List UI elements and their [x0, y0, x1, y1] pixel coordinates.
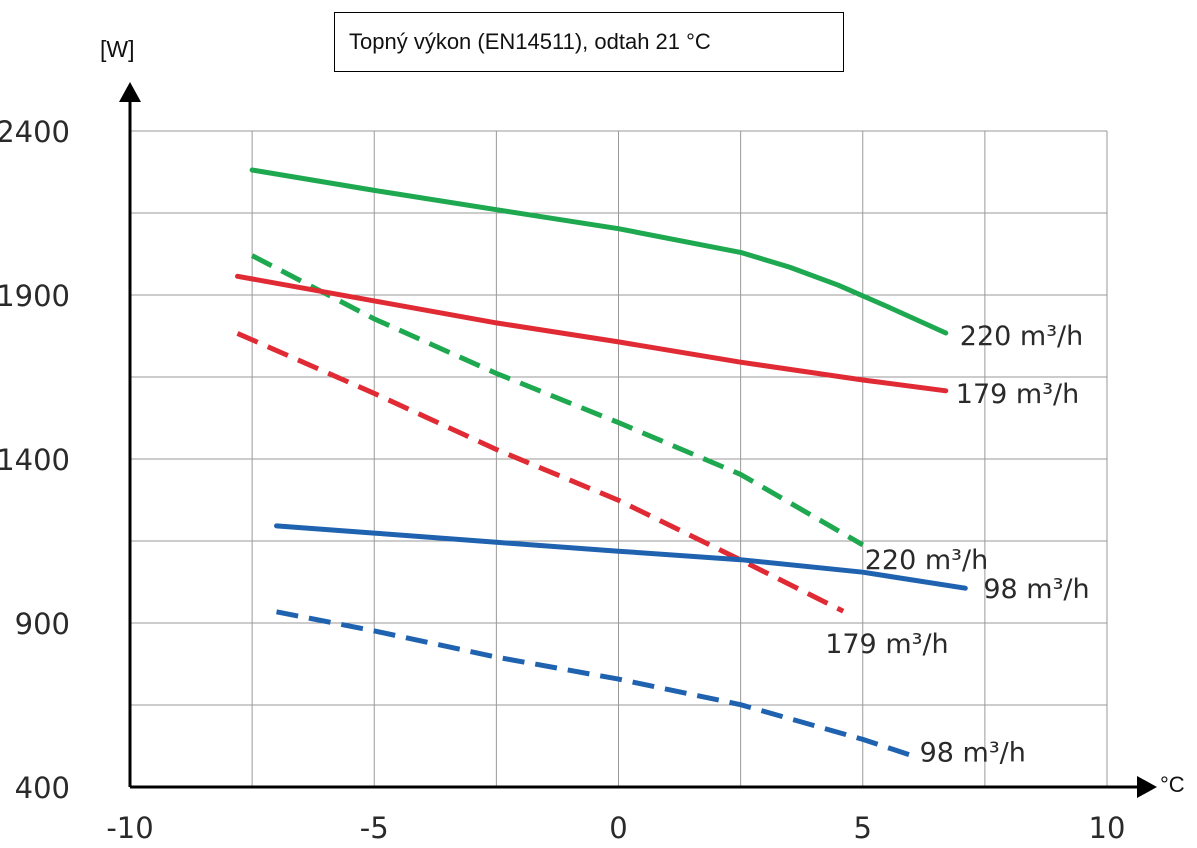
series-line-1	[250, 253, 865, 548]
chart-title: Topný výkon (EN14511), odtah 21 °C	[349, 29, 711, 54]
series-line-4	[274, 523, 968, 591]
axes	[119, 82, 1157, 798]
series-line-3	[236, 331, 845, 614]
series-annotation-label: 98 m³/h	[983, 574, 1089, 605]
chart-title-box: Topný výkon (EN14511), odtah 21 °C	[334, 12, 844, 72]
y-tick-label: 400	[15, 771, 70, 805]
x-axis-arrow	[1137, 776, 1157, 798]
series-line-0	[249, 167, 949, 336]
tick-labels: 400 900 1400 1900 2400 -10 -5 0 5 10	[0, 115, 1125, 845]
x-tick-label: 10	[1089, 811, 1126, 845]
series-line-5	[276, 609, 913, 758]
series-annotation-label: 179 m³/h	[956, 379, 1079, 410]
y-axis-arrow	[119, 82, 141, 102]
y-tick-label: 900	[15, 607, 70, 641]
y-tick-label: 1900	[0, 279, 70, 313]
series-annotation-label: 179 m³/h	[825, 629, 948, 660]
x-axis-unit-label: °C	[1160, 772, 1185, 797]
y-tick-label: 2400	[0, 115, 70, 149]
x-tick-label: -10	[106, 811, 153, 845]
x-tick-label: 0	[609, 811, 627, 845]
series-annotation-label: 220 m³/h	[960, 321, 1083, 352]
x-tick-label: -5	[360, 811, 389, 845]
series-line-2	[235, 273, 949, 394]
y-tick-label: 1400	[0, 443, 70, 477]
series-lines	[235, 167, 968, 758]
y-axis-unit-label: [W]	[100, 36, 135, 62]
grid-lines	[130, 130, 1108, 787]
series-annotation-label: 220 m³/h	[865, 545, 988, 576]
series-annotations: 220 m³/h 220 m³/h 179 m³/h 179 m³/h 98 m³/h 9…	[825, 321, 1089, 768]
x-tick-label: 5	[854, 811, 872, 845]
series-annotation-label: 98 m³/h	[920, 738, 1026, 769]
